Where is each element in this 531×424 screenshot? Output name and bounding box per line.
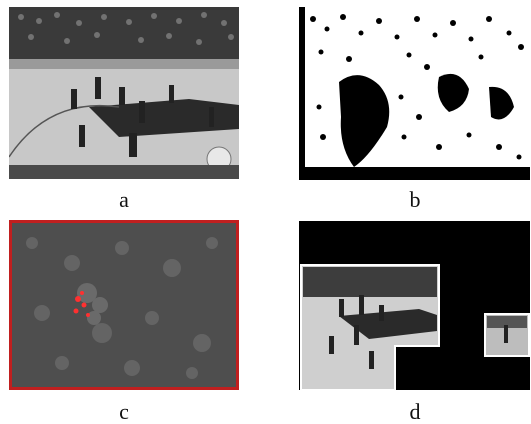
panel-label-b: b <box>409 187 421 212</box>
red-highlight-markers <box>73 291 90 317</box>
panel-a-court-frame <box>9 7 239 179</box>
difference-map-image <box>12 223 236 387</box>
extracted-region-small <box>484 313 530 357</box>
panel-b-binary-mask <box>299 7 530 180</box>
binary-mask-image <box>299 7 530 180</box>
court-frame-image <box>9 7 239 179</box>
panel-label-a: a <box>119 187 129 212</box>
panel-c-difference-map <box>9 220 239 390</box>
panel-d-extracted-regions <box>299 221 530 390</box>
panel-label-d: d <box>409 399 421 424</box>
panel-label-c: c <box>119 399 129 424</box>
extracted-regions-image <box>299 221 530 390</box>
extracted-region-main <box>300 264 440 390</box>
